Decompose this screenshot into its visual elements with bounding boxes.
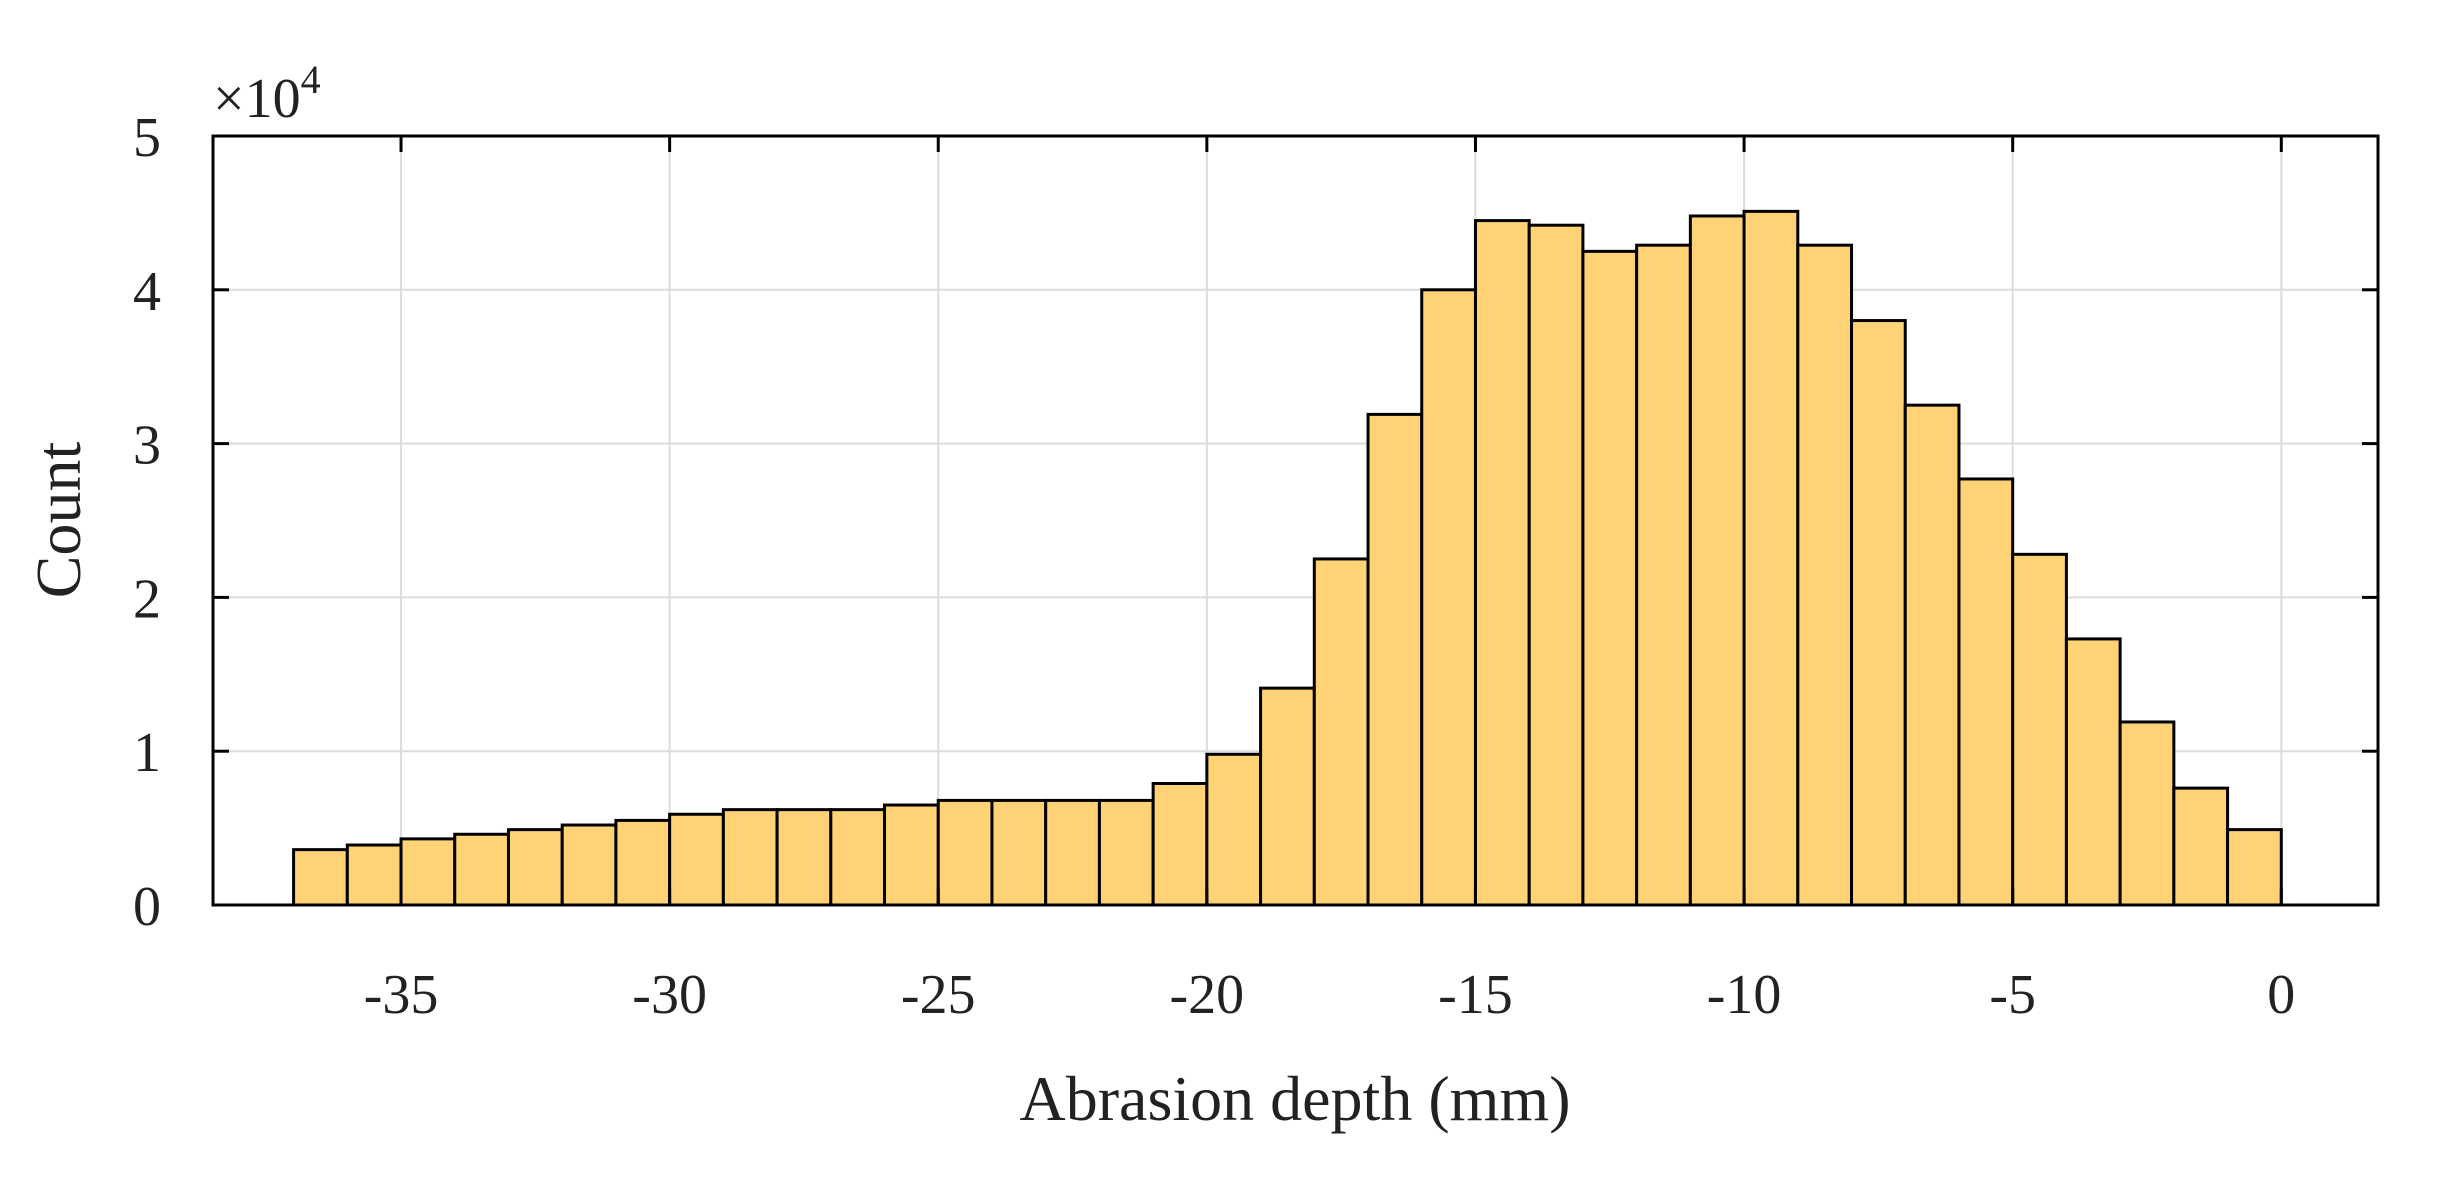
histogram-bar: [1151, 781, 1209, 907]
histogram-bar: [1044, 798, 1101, 907]
y-axis-label: Count: [23, 442, 94, 599]
histogram-bar: [1957, 477, 2015, 907]
histogram-bar: [560, 823, 618, 907]
histogram-bar: [1097, 798, 1155, 907]
x-tick-label: 0: [2267, 964, 2295, 1026]
y-tick-label: 1: [133, 722, 161, 784]
histogram-bar: [1688, 214, 1746, 907]
histogram-bar: [2172, 786, 2230, 907]
histogram-bar: [1796, 243, 1854, 907]
x-tick-label: -5: [1989, 964, 2036, 1026]
histogram-bar: [721, 808, 779, 907]
histogram-bar: [345, 843, 403, 907]
x-tick-label: -10: [1707, 964, 1782, 1026]
histogram-bar: [1850, 319, 1907, 907]
histogram-bar: [990, 798, 1048, 907]
y-axis-multiplier: ×104: [213, 57, 321, 130]
histogram-bar: [292, 848, 349, 907]
histogram-bar: [1312, 557, 1370, 907]
histogram-bar: [775, 808, 833, 907]
histogram-bar: [1420, 288, 1477, 907]
histogram-bar: [936, 798, 994, 907]
histogram-bar: [1581, 249, 1639, 907]
x-tick-label: -25: [901, 964, 976, 1026]
histogram-bar: [2011, 552, 2068, 907]
x-tick-label: -35: [364, 964, 439, 1026]
histogram-bar: [1473, 219, 1531, 907]
histogram-bar: [1205, 752, 1263, 907]
y-tick-labels: 0 1 2 3 4 5: [133, 107, 161, 938]
histogram-bar: [829, 808, 887, 907]
x-tick-labels: -35 -30 -25 -20 -15 -10 -5 0: [364, 964, 2296, 1026]
histogram-bar: [506, 828, 564, 907]
x-tick-label: -20: [1170, 964, 1245, 1026]
x-tick-label: -30: [632, 964, 707, 1026]
x-axis-label: Abrasion depth (mm): [1020, 1063, 1571, 1134]
x-tick-label: -15: [1438, 964, 1513, 1026]
ticks: [213, 134, 2378, 907]
histogram-bar: [1903, 403, 1961, 907]
histogram-bar: [2118, 720, 2176, 907]
y-tick-label: 4: [133, 261, 161, 323]
histogram-bar: [1635, 243, 1692, 907]
histogram-bar: [883, 803, 940, 907]
histogram-bar: [453, 832, 510, 907]
bars: [292, 209, 2283, 907]
histogram-bar: [2064, 637, 2122, 907]
axes-box: [211, 134, 2380, 907]
y-tick-label: 5: [133, 107, 161, 169]
histogram-bar: [668, 812, 725, 907]
histogram-bar: [614, 818, 672, 907]
histogram-bar: [1366, 412, 1424, 907]
y-tick-label: 0: [133, 876, 161, 938]
histogram-bar: [1742, 209, 1800, 907]
y-tick-label: 3: [133, 415, 161, 477]
histogram-bar: [1527, 223, 1585, 907]
y-tick-label: 2: [133, 568, 161, 630]
histogram-bar: [1259, 686, 1316, 907]
histogram-bar: [399, 837, 457, 907]
histogram-bar: [2226, 828, 2283, 907]
